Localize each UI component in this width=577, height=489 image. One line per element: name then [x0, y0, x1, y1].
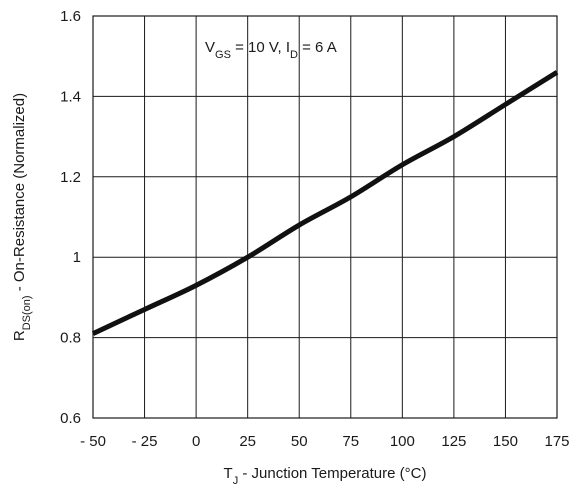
x-tick-label: 125 [441, 433, 466, 450]
x-tick-label: - 50 [80, 433, 106, 450]
y-tick-label: 1.4 [60, 88, 81, 105]
plot-frame [92, 15, 558, 419]
y-tick-label: 1.2 [60, 169, 81, 186]
x-tick-label: - 25 [132, 433, 158, 450]
y-tick-label: 0.6 [60, 410, 81, 427]
y-axis-label: RDS(on) - On-Resistance (Normalized) [11, 93, 33, 341]
x-tick-label: 25 [239, 433, 256, 450]
x-tick-label: 150 [493, 433, 518, 450]
series-line [91, 70, 559, 336]
test-condition-annotation: VGS = 10 V, ID = 6 A [205, 39, 337, 61]
y-tick-label: 1 [73, 249, 81, 266]
x-tick-label: 175 [544, 433, 569, 450]
x-axis-label: TJ - Junction Temperature (°C) [224, 465, 427, 487]
y-tick-label: 0.8 [60, 330, 81, 347]
y-tick-label: 1.6 [60, 8, 81, 25]
x-tick-label: 0 [192, 433, 200, 450]
x-tick-label: 75 [342, 433, 359, 450]
x-tick-label: 100 [390, 433, 415, 450]
grid-lines [92, 15, 558, 419]
tick-labels: - 50 - 25 0 25 50 75 100 125 150 175 0.6 0.8 1 1.2 1.4… [60, 8, 569, 450]
x-tick-label: 50 [291, 433, 308, 450]
